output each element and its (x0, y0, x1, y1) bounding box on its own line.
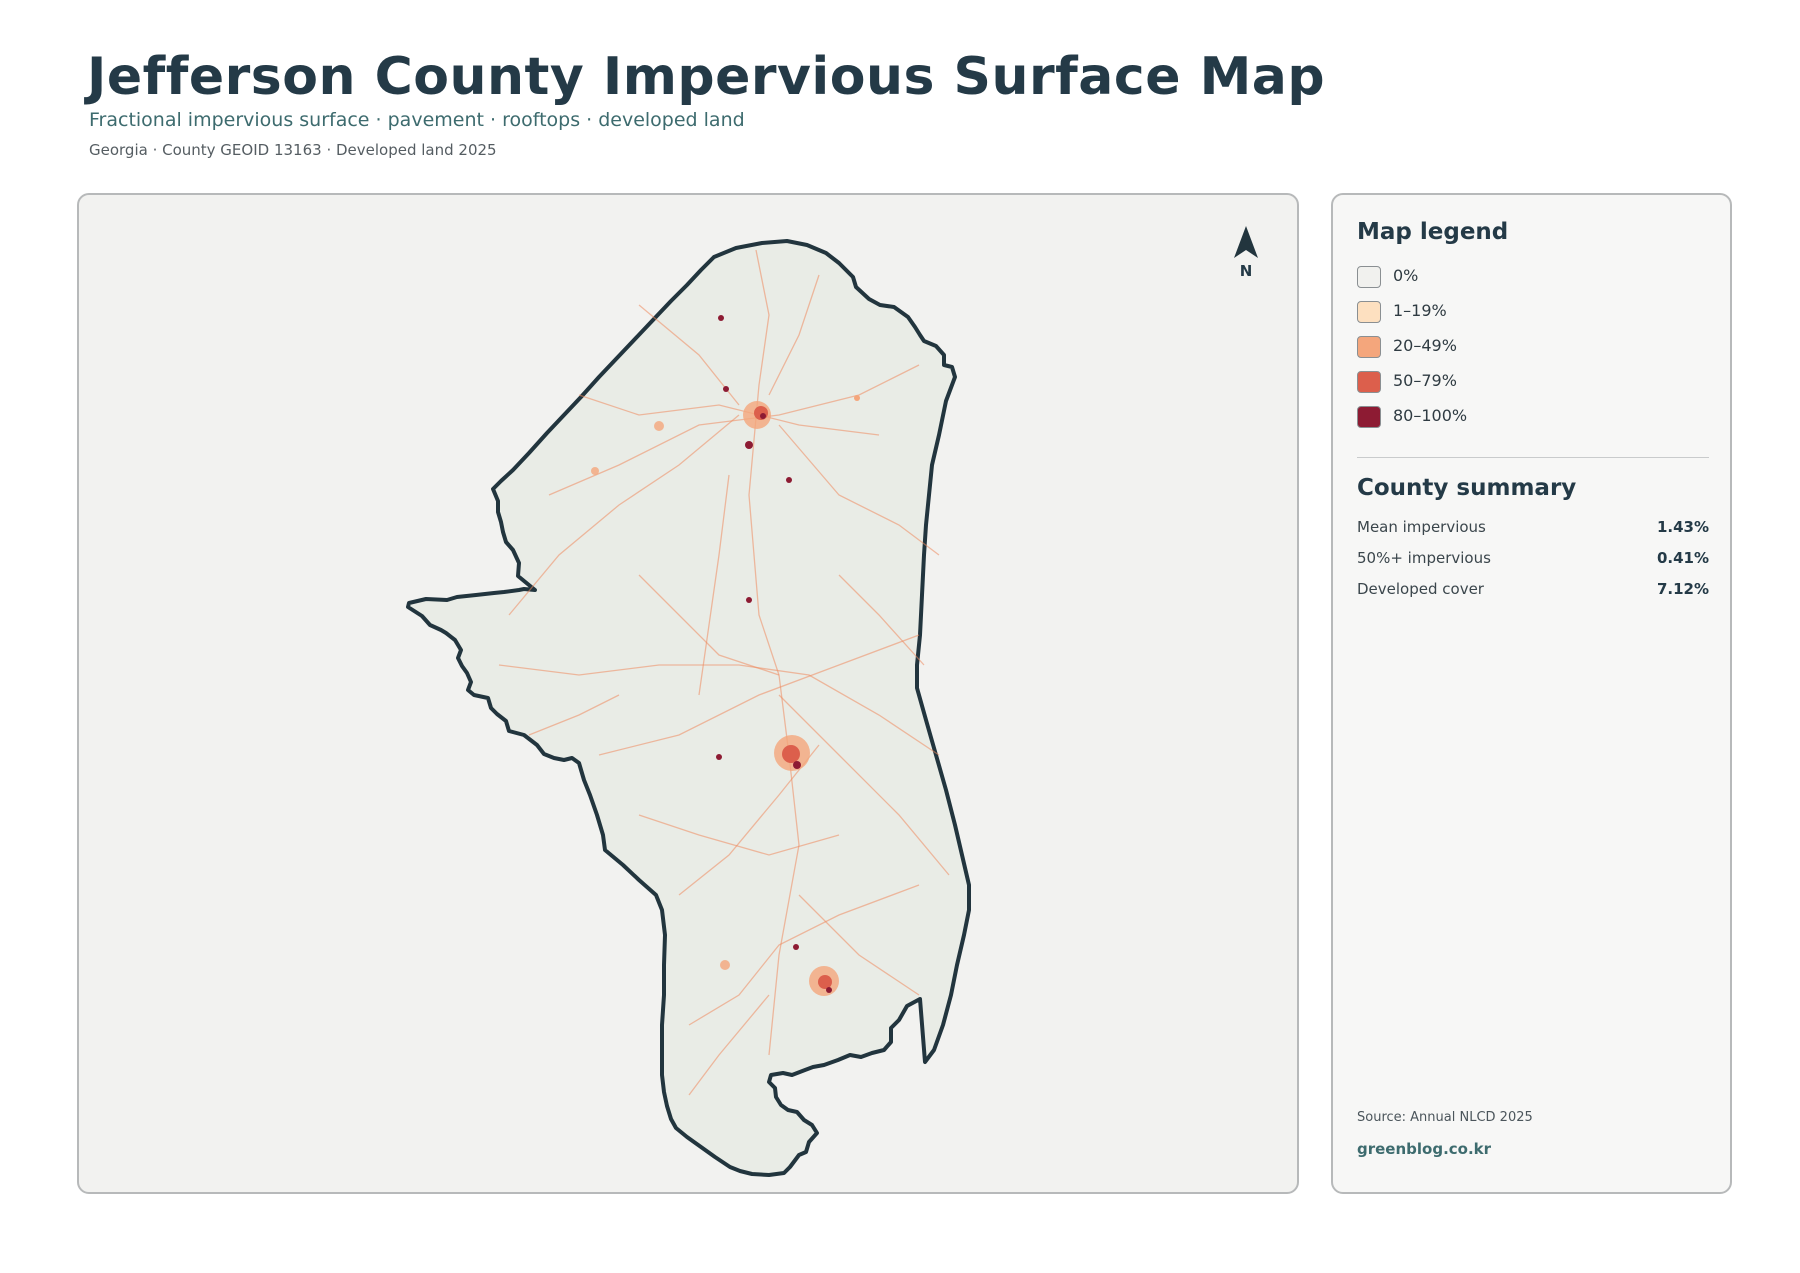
legend-swatch (1357, 406, 1381, 428)
map-panel[interactable]: N (77, 193, 1299, 1194)
page-subtitle: Fractional impervious surface · pavement… (89, 109, 745, 131)
legend-swatch (1357, 371, 1381, 393)
county-boundary (406, 239, 971, 1177)
legend-label: 50–79% (1393, 371, 1457, 390)
county-map[interactable] (79, 195, 1299, 1194)
stat-value: 0.41% (1656, 549, 1709, 567)
stat-label: Developed cover (1357, 580, 1484, 598)
road-network (498, 249, 950, 1096)
page-meta: Georgia · County GEOID 13163 · Developed… (89, 141, 497, 159)
credit-link[interactable]: greenblog.co.kr (1357, 1140, 1492, 1158)
legend-swatch (1357, 266, 1381, 288)
source-note: Source: Annual NLCD 2025 (1357, 1110, 1533, 1125)
stat-label: 50%+ impervious (1357, 549, 1491, 567)
north-arrow: N (1229, 224, 1263, 284)
developed-areas (591, 315, 860, 996)
legend-label: 0% (1393, 266, 1419, 285)
legend-swatch (1357, 336, 1381, 358)
stat-row: 50%+ impervious 0.41% (1357, 548, 1709, 570)
legend-panel: Map legend 0% 1–19% 20–49% 50–79% 80–100… (1331, 193, 1732, 1194)
north-arrow-icon (1234, 226, 1258, 258)
stat-row: Developed cover 7.12% (1357, 579, 1709, 601)
legend-label: 80–100% (1393, 406, 1468, 425)
stat-label: Mean impervious (1357, 518, 1486, 536)
legend-label: 1–19% (1393, 301, 1447, 320)
legend-title: Map legend (1357, 219, 1509, 245)
legend-divider (1357, 457, 1709, 458)
stat-row: Mean impervious 1.43% (1357, 517, 1709, 539)
legend-label: 20–49% (1393, 336, 1457, 355)
stat-value: 7.12% (1656, 580, 1709, 598)
north-label: N (1239, 262, 1253, 280)
stat-value: 1.43% (1656, 518, 1709, 536)
legend-swatch (1357, 301, 1381, 323)
page-title: Jefferson County Impervious Surface Map (87, 47, 1326, 107)
summary-title: County summary (1357, 475, 1577, 501)
